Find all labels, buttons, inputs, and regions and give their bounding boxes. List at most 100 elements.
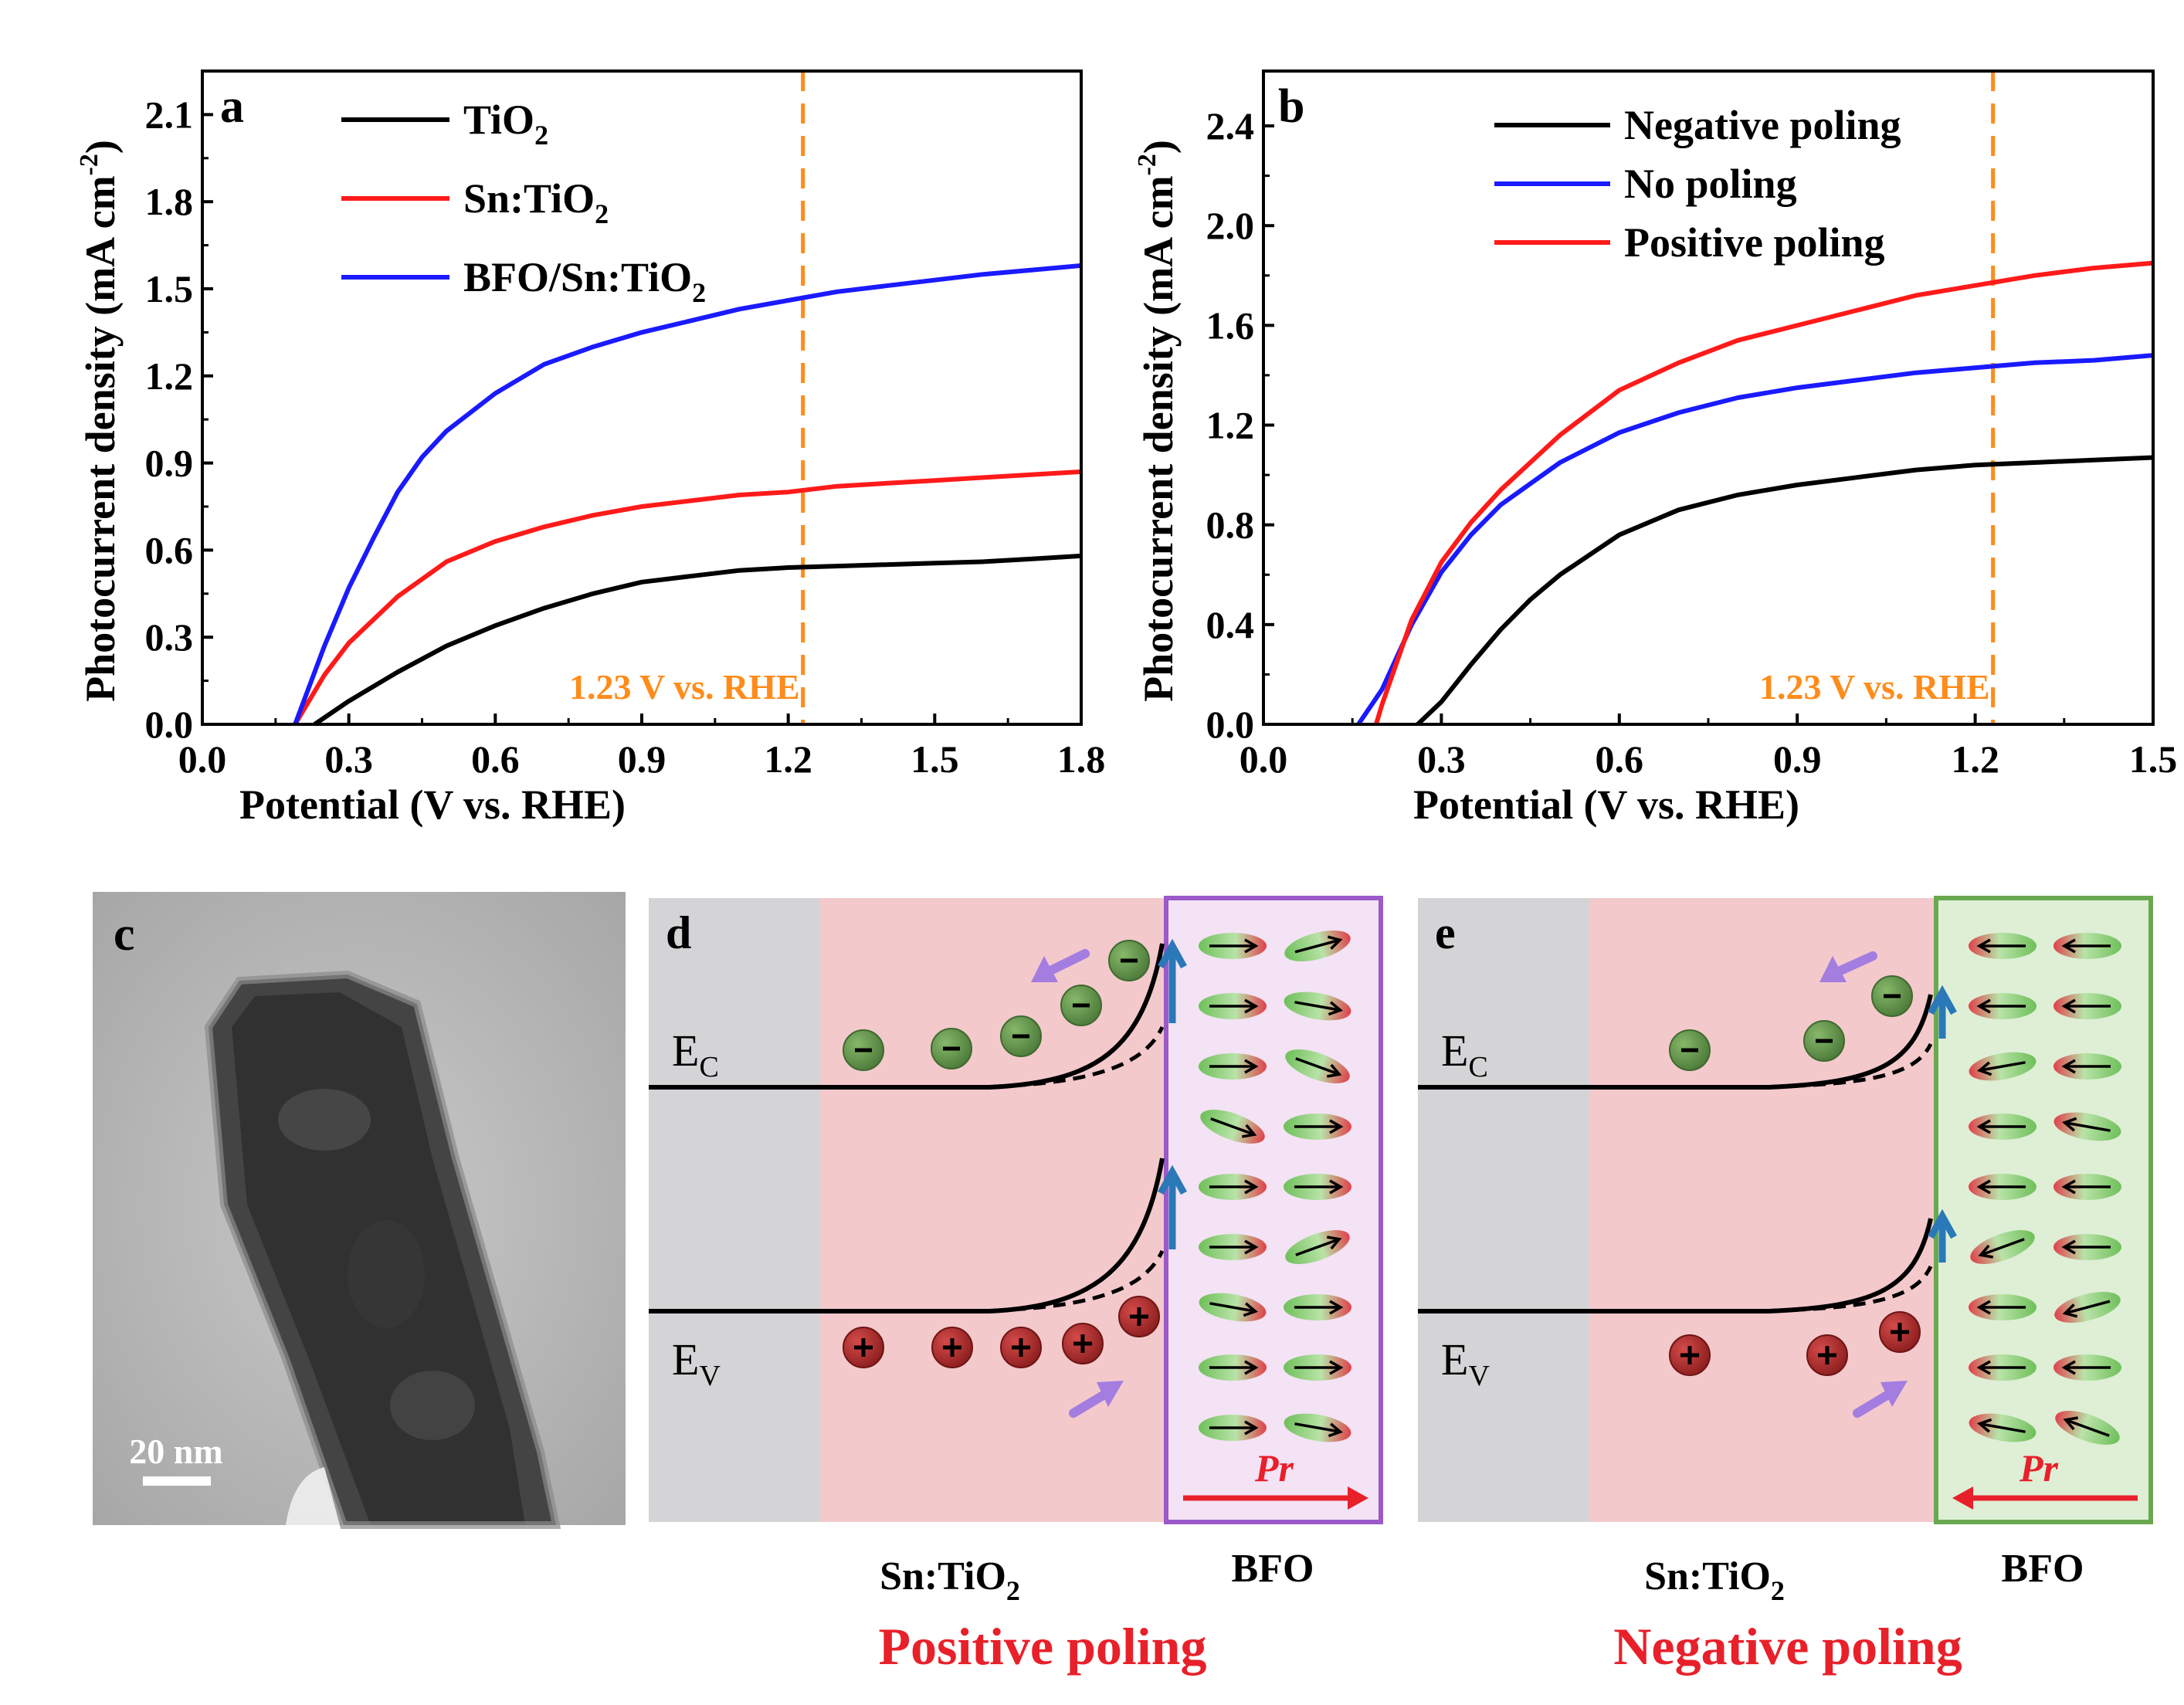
ev-sub: V <box>699 1360 721 1392</box>
valence-band-flat <box>972 1249 1165 1313</box>
dipole-icon <box>2055 1411 2120 1445</box>
pr-arrowhead-icon <box>1952 1486 1973 1510</box>
panel-a-x-axis-title: Potential (V vs. RHE) <box>239 781 626 828</box>
legend-label: Negative poling <box>1624 102 1901 148</box>
dipole-icon <box>2054 1292 2121 1323</box>
electron-icon <box>931 1028 972 1069</box>
panel-b-x-axis-label: Potential (V vs. RHE) <box>1413 781 1799 828</box>
dipole-icon <box>1969 1114 2036 1140</box>
ev-text: E <box>672 1334 699 1385</box>
nanorod-shell <box>204 970 561 1529</box>
panel-b-x-tick-labels: 0.0 0.3 0.6 0.9 1.2 1.5 <box>1240 737 2178 781</box>
panel-d-label: d <box>666 907 691 958</box>
ec-label: EC <box>672 1025 719 1083</box>
hole-icon <box>1669 1334 1711 1376</box>
dipole-icon <box>1199 1053 1267 1080</box>
y-tick-label: 0.0 <box>145 703 194 746</box>
dipole-icon <box>1969 1174 2036 1200</box>
dipole-icon <box>2053 933 2121 959</box>
panel-b-x-axis-title: Potential (V vs. RHE) <box>1413 781 1799 828</box>
sn-tio2-text: Sn:TiO <box>880 1554 1006 1598</box>
series-line-negative-poling <box>1416 455 2154 727</box>
legend-label: Positive poling <box>1624 219 1885 266</box>
tem-bright-corner <box>286 1467 340 1525</box>
electron-icon <box>843 1029 884 1071</box>
dipole-icon <box>2053 1053 2121 1080</box>
dipole-icon <box>2053 993 2121 1019</box>
sn-tio2-sub: 2 <box>1771 1575 1785 1606</box>
panel-a: 0.0 0.3 0.6 0.9 1.2 1.5 1.8 0.0 0.3 0.6 0.9 1.2 1.5… <box>75 69 1106 828</box>
electron-flow-arrowhead-icon <box>1819 956 1847 982</box>
y-tick-label: 2.1 <box>145 93 194 136</box>
polarization-arrow-icon <box>1928 1208 1957 1263</box>
scale-bar <box>143 1476 211 1486</box>
x-tick-label: 0.9 <box>618 737 666 781</box>
polarization-arrow-icon <box>1158 1164 1187 1249</box>
ev-text: E <box>1441 1334 1468 1385</box>
electron-icon <box>1871 975 1913 1017</box>
ec-text: E <box>672 1025 699 1076</box>
ec-label: EC <box>1441 1025 1488 1083</box>
dipole-icon <box>2053 1354 2121 1381</box>
hole-icon <box>1806 1334 1848 1376</box>
dipole-icon <box>1284 930 1351 961</box>
electron-icon <box>1000 1015 1042 1057</box>
series-line-sn-tio <box>293 469 1082 726</box>
ev-label: EV <box>1441 1334 1490 1392</box>
x-tick-label: 0.6 <box>1596 737 1644 781</box>
panel-a-legend: TiO2 Sn:TiO2 BFO/Sn:TiO2 <box>341 97 706 308</box>
hole-icon <box>1879 1311 1921 1353</box>
conduction-band-flat <box>972 1025 1165 1090</box>
panel-b-y-axis-close: ) <box>1135 140 1182 154</box>
dipole-icon <box>1969 1294 2036 1320</box>
x-tick-label: 0.0 <box>1240 737 1288 781</box>
y-tick-label: 1.2 <box>1206 404 1255 447</box>
pr-label: Pr <box>1254 1446 1294 1490</box>
dipole-icon <box>1284 991 1351 1021</box>
dipole-icon <box>2053 1174 2121 1200</box>
conduction-band <box>1418 994 1933 1090</box>
dipole-icon <box>1285 1230 1350 1264</box>
dipole-icon <box>1284 1174 1351 1200</box>
dipole-icon <box>1969 1354 2036 1381</box>
panel-b-y-tick-labels: 0.0 0.4 0.8 1.2 1.6 2.0 2.4 <box>1206 104 1255 746</box>
dipole-icon <box>1285 1049 1350 1083</box>
dipole-icon <box>1199 993 1267 1019</box>
tem-texture <box>278 1089 371 1151</box>
tem-texture <box>348 1220 425 1328</box>
x-tick-label: 0.3 <box>324 737 373 781</box>
sn-tio2-sub: 2 <box>1006 1575 1020 1606</box>
valence-band-flat <box>1752 1265 1933 1313</box>
legend-label: BFO/Sn:TiO2 <box>463 254 706 308</box>
legend-label: TiO2 <box>463 97 548 151</box>
dipole-icon <box>2053 1234 2121 1260</box>
bfo-label: BFO <box>1232 1547 1314 1591</box>
dipole-icon <box>1199 1354 1267 1381</box>
hole-icon <box>1000 1327 1042 1368</box>
electron-icon <box>1060 985 1102 1026</box>
dipole-icon <box>1284 1294 1351 1320</box>
dipole-icon <box>1199 1293 1267 1322</box>
tem-texture <box>390 1371 475 1440</box>
series-line-no-poling <box>1356 353 2154 726</box>
dipole-icon <box>1200 1110 1265 1144</box>
series-line-bfo-sn-tio <box>293 263 1082 726</box>
panel-e-schematic: e EC EV Pr Sn:TiO2 BFO Negative poling <box>1418 896 2153 1676</box>
dipole-icon <box>1199 933 1267 959</box>
dipole-icon <box>1284 1354 1351 1381</box>
x-tick-label: 0.9 <box>1773 737 1822 781</box>
panel-b-tick-marks <box>1262 124 2155 726</box>
x-tick-label: 1.8 <box>1057 737 1106 781</box>
y-tick-label: 2.4 <box>1206 104 1255 147</box>
panel-a-y-axis-text: Photocurrent density (mA cm <box>77 175 124 701</box>
dipole-icon <box>1284 1114 1351 1140</box>
dipole-icon <box>1199 1415 1267 1441</box>
electron-flow-arrowhead-icon <box>1031 956 1058 982</box>
dipole-icon <box>1969 1052 2036 1081</box>
negative-poling-caption: Negative poling <box>1613 1617 1962 1676</box>
dipole-icon <box>1199 1234 1267 1260</box>
dipole-icon <box>1284 1413 1351 1442</box>
panel-c-tem-image: c 20 nm <box>93 892 626 1529</box>
panel-c-label: c <box>114 908 135 961</box>
